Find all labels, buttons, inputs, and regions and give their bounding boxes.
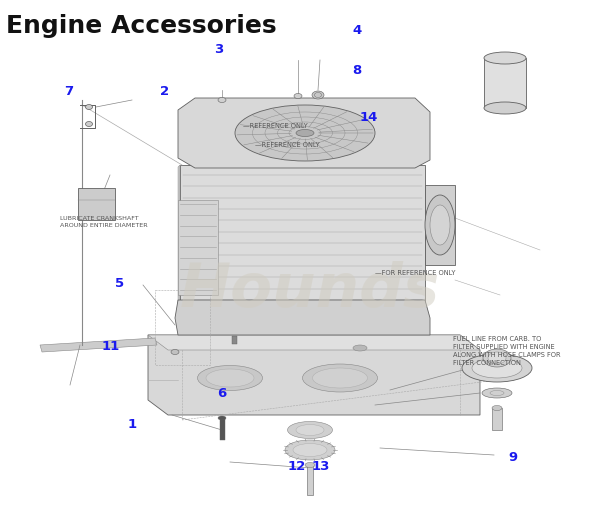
Ellipse shape (483, 349, 511, 367)
Text: LUBRICATE CRANKSHAFT
AROUND ENTIRE DIAMETER: LUBRICATE CRANKSHAFT AROUND ENTIRE DIAME… (60, 216, 148, 228)
Ellipse shape (353, 345, 367, 351)
Ellipse shape (206, 369, 254, 387)
Ellipse shape (235, 105, 375, 161)
Ellipse shape (425, 195, 455, 255)
Text: 1: 1 (127, 418, 137, 431)
Text: Hounds: Hounds (180, 260, 440, 319)
Text: 12: 12 (288, 460, 306, 473)
Text: FUEL LINE FROM CARB. TO
FILTER SUPPLIED WITH ENGINE
ALONG WITH HOSE CLAMPS FOR
F: FUEL LINE FROM CARB. TO FILTER SUPPLIED … (453, 336, 560, 366)
Text: —FOR REFERENCE ONLY: —FOR REFERENCE ONLY (375, 270, 455, 276)
Ellipse shape (86, 121, 92, 127)
Polygon shape (180, 165, 425, 320)
Polygon shape (148, 335, 480, 415)
Ellipse shape (296, 425, 324, 436)
Polygon shape (40, 338, 157, 352)
Ellipse shape (430, 205, 450, 245)
Ellipse shape (171, 350, 179, 354)
Ellipse shape (218, 97, 226, 103)
Polygon shape (148, 335, 480, 350)
Bar (492, 408, 502, 430)
Text: 4: 4 (352, 24, 362, 36)
Ellipse shape (86, 105, 92, 109)
Text: 3: 3 (214, 43, 224, 56)
Ellipse shape (197, 366, 263, 391)
Polygon shape (175, 300, 430, 335)
Bar (307, 465, 313, 495)
Ellipse shape (285, 440, 335, 460)
Polygon shape (178, 200, 218, 295)
Polygon shape (425, 185, 455, 265)
Bar (155, 290, 210, 365)
Ellipse shape (305, 463, 315, 467)
Ellipse shape (488, 352, 506, 364)
Bar (484, 58, 526, 108)
Ellipse shape (462, 354, 532, 382)
Ellipse shape (296, 130, 314, 137)
Text: 8: 8 (352, 64, 362, 77)
Ellipse shape (302, 364, 377, 392)
Text: 2: 2 (160, 85, 170, 97)
Bar (232, 336, 237, 344)
Text: 11: 11 (102, 340, 120, 353)
Text: 9: 9 (508, 451, 518, 464)
Text: Engine Accessories: Engine Accessories (6, 14, 277, 38)
Ellipse shape (312, 91, 324, 99)
Polygon shape (178, 98, 430, 168)
Text: 13: 13 (312, 460, 330, 473)
Text: 6: 6 (217, 387, 227, 400)
Ellipse shape (482, 388, 512, 398)
Polygon shape (78, 188, 115, 220)
Bar (220, 418, 225, 440)
Ellipse shape (218, 416, 226, 420)
Ellipse shape (294, 93, 302, 98)
Ellipse shape (492, 405, 502, 411)
Text: —REFERENCE ONLY: —REFERENCE ONLY (243, 123, 308, 130)
Ellipse shape (287, 421, 332, 439)
Text: 7: 7 (64, 85, 74, 97)
Text: 5: 5 (115, 278, 125, 290)
Text: —REFERENCE ONLY: —REFERENCE ONLY (255, 142, 320, 148)
Ellipse shape (484, 52, 526, 64)
Text: 14: 14 (360, 111, 378, 123)
Ellipse shape (484, 102, 526, 114)
Ellipse shape (472, 358, 522, 378)
Ellipse shape (293, 443, 327, 456)
Ellipse shape (313, 368, 367, 388)
Polygon shape (178, 165, 180, 322)
